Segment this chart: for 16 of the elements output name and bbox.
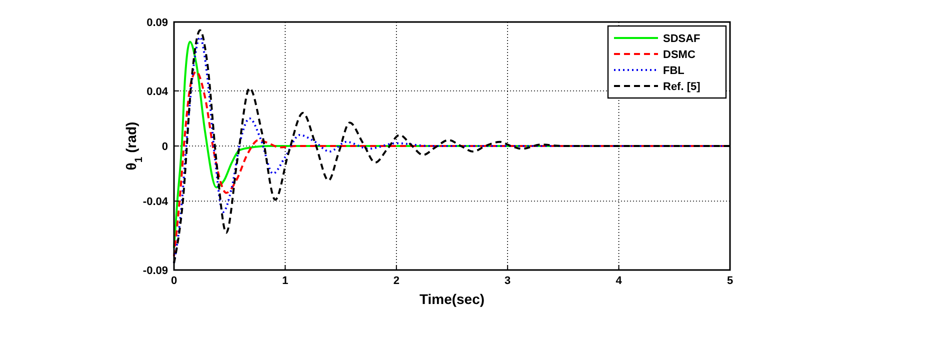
y-tick-label: -0.04 — [142, 196, 169, 208]
legend-label: FBL — [663, 65, 685, 77]
y-tick-label: -0.09 — [142, 265, 168, 277]
x-tick-label: 1 — [282, 275, 288, 287]
legend-label: SDSAF — [663, 33, 701, 45]
x-tick-label: 3 — [504, 275, 511, 287]
y-tick-label: 0.04 — [146, 86, 169, 98]
legend-label: DSMC — [663, 49, 696, 61]
y-tick-label: 0 — [162, 141, 168, 153]
x-tick-label: 2 — [393, 275, 400, 287]
y-tick-label: 0.09 — [146, 17, 168, 29]
x-tick-label: 4 — [616, 275, 623, 287]
legend-label: Ref. [5] — [663, 81, 701, 93]
x-tick-label: 0 — [170, 275, 178, 287]
x-tick-label: 5 — [726, 275, 734, 287]
x-axis-title: Time(sec) — [419, 291, 485, 307]
